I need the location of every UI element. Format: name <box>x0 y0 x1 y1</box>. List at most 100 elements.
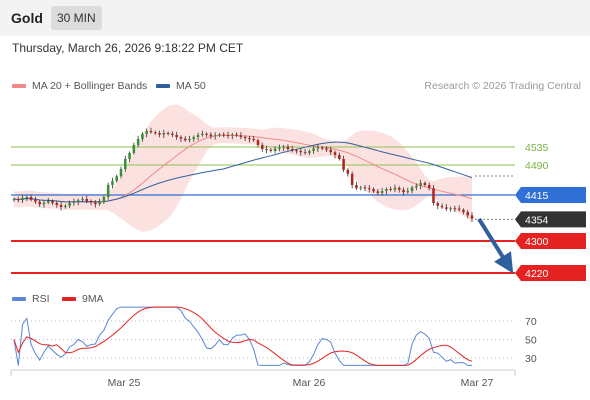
candle-body <box>389 189 392 190</box>
candle-body <box>98 201 101 205</box>
ma20-legend-label: MA 20 + Bollinger Bands <box>32 80 148 92</box>
candle-body <box>419 183 422 186</box>
price-tag-text-4354: 4354 <box>525 214 549 226</box>
candle-body <box>462 209 465 213</box>
candle-body <box>196 135 200 137</box>
date-label-mar25: Mar 25 <box>108 377 141 389</box>
candle-body <box>158 133 161 135</box>
candle-body <box>333 152 337 155</box>
ma20-swatch <box>12 84 26 89</box>
candle-body <box>303 152 307 154</box>
ma50-swatch <box>156 84 170 89</box>
candle-body <box>42 202 46 205</box>
candle-body <box>51 201 54 203</box>
legend-ma50: MA 50 <box>156 80 206 92</box>
candle-body <box>363 187 367 189</box>
candle-body <box>449 208 452 210</box>
candle-body <box>153 132 157 134</box>
candle-body <box>260 145 264 149</box>
candle-body <box>355 185 358 189</box>
ma50-legend-label: MA 50 <box>176 80 206 92</box>
candle-body <box>359 187 362 189</box>
candle-body <box>12 199 16 201</box>
candle-body <box>299 151 303 153</box>
candle-body <box>149 131 153 133</box>
ma9-swatch <box>62 297 76 302</box>
candle-body <box>427 185 431 189</box>
candle-body <box>111 181 114 185</box>
candle-body <box>179 137 183 139</box>
candle-body <box>410 187 414 191</box>
candle-body <box>81 199 84 201</box>
candle-body <box>350 173 354 185</box>
instrument-title: Gold <box>11 10 43 26</box>
candle-body <box>59 205 63 207</box>
rsi-level-label-70: 70 <box>525 316 537 328</box>
candle-body <box>316 147 320 149</box>
candle-body <box>21 197 24 201</box>
candle-body <box>64 205 67 207</box>
chart-header: Gold 30 MIN <box>0 0 590 36</box>
candle-body <box>466 212 469 216</box>
price-tag-text-4415: 4415 <box>525 190 549 202</box>
candle-body <box>55 203 59 205</box>
candle-body <box>218 134 221 136</box>
timeframe-selector[interactable]: 30 MIN <box>51 6 102 30</box>
rsi-line <box>13 306 472 366</box>
candle-body <box>252 139 255 141</box>
candle-body <box>34 199 37 202</box>
candle-body <box>256 140 260 145</box>
candle-body <box>372 189 375 192</box>
candle-body <box>205 133 208 135</box>
candle-body <box>46 201 50 203</box>
bollinger-band-fill <box>14 104 472 232</box>
candle-body <box>402 189 405 193</box>
candle-body <box>17 199 20 201</box>
candle-body <box>141 133 144 139</box>
bollinger-bands <box>14 104 472 232</box>
candle-body <box>320 147 324 149</box>
candle-body <box>445 207 448 209</box>
rsi-level-label-50: 50 <box>525 335 537 347</box>
candle-body <box>235 134 238 136</box>
rsi-legend-label: RSI <box>32 293 50 305</box>
forecast-arrow <box>477 217 514 274</box>
candle-body <box>436 203 440 206</box>
candle-body <box>29 197 33 200</box>
price-levels <box>11 146 515 274</box>
candle-body <box>397 187 401 190</box>
candle-body <box>38 201 41 205</box>
candle-body <box>346 169 350 174</box>
candle-body <box>183 138 187 141</box>
candles <box>12 127 474 222</box>
research-credit: Research © 2026 Trading Central <box>424 80 581 92</box>
chart-datetime: Thursday, March 26, 2026 9:18:22 PM CET <box>12 41 244 55</box>
candle-body <box>72 201 76 203</box>
rsi-swatch <box>12 297 26 302</box>
rsi-level-label-30: 30 <box>525 353 537 365</box>
candle-body <box>470 215 474 219</box>
candle-body <box>273 148 277 151</box>
candle-body <box>367 188 371 190</box>
candle-body <box>213 135 217 137</box>
candle-body <box>115 176 119 181</box>
candle-body <box>201 133 204 135</box>
price-tag-text-4300: 4300 <box>525 236 549 248</box>
date-label-mar26: Mar 26 <box>293 377 326 389</box>
candle-body <box>171 133 174 135</box>
candle-body <box>162 133 166 135</box>
time-axis: Mar 25 Mar 26 Mar 27 <box>10 369 516 389</box>
candle-body <box>440 205 444 208</box>
candle-body <box>25 197 29 198</box>
candle-body <box>85 199 89 201</box>
candle-body <box>312 148 315 151</box>
candle-body <box>243 137 247 139</box>
legend-rsi: RSI <box>12 293 50 305</box>
candle-body <box>76 200 80 202</box>
forecast-arrow-line <box>477 217 514 274</box>
candle-body <box>269 149 273 151</box>
candle-body <box>188 139 191 141</box>
candle-body <box>385 189 388 191</box>
candle-body <box>102 197 106 202</box>
